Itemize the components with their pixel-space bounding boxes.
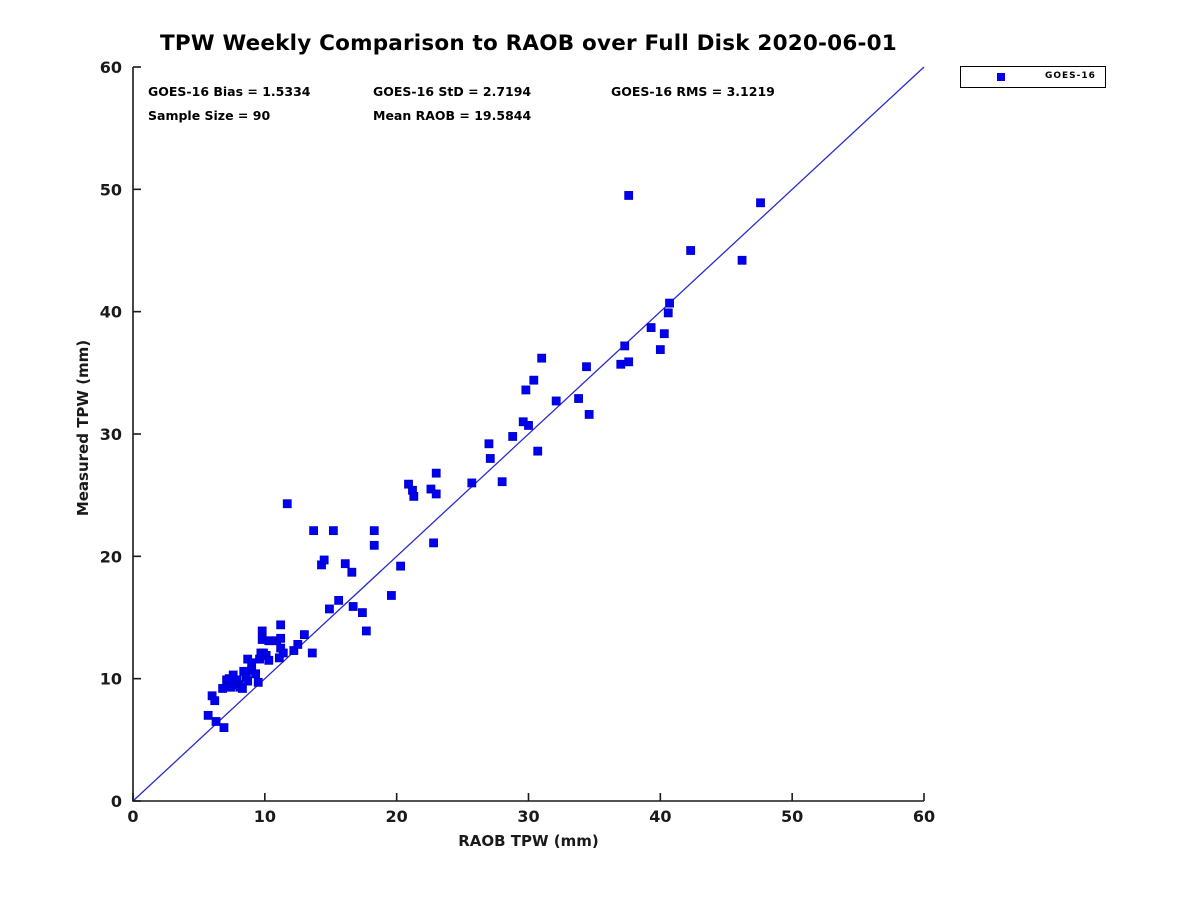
stat-sample-size: Sample Size = 90 — [148, 108, 271, 123]
scatter-point — [737, 255, 747, 265]
scatter-point — [431, 468, 441, 478]
scatter-point — [508, 432, 518, 441]
identity-line — [132, 66, 925, 802]
scatter-point — [328, 526, 338, 536]
scatter-point — [203, 710, 213, 720]
y-tick-label: 10 — [100, 670, 122, 689]
scatter-point — [253, 677, 263, 687]
scatter-point — [484, 439, 494, 449]
scatter-point — [663, 308, 673, 318]
x-tick-label: 20 — [386, 807, 408, 826]
scatter-point — [533, 446, 543, 456]
chart-title: TPW Weekly Comparison to RAOB over Full … — [160, 31, 897, 56]
scatter-point — [319, 555, 329, 565]
scatter-point — [309, 526, 319, 536]
scatter-point — [524, 421, 533, 430]
scatter-point — [369, 540, 379, 550]
scatter-point — [620, 341, 630, 351]
scatter-point — [756, 198, 765, 208]
y-tick-label: 0 — [111, 792, 122, 811]
scatter-point — [357, 608, 367, 618]
legend-marker-square-icon — [997, 73, 1005, 81]
scatter-point — [348, 602, 358, 611]
x-tick-label: 10 — [254, 807, 276, 826]
scatter-point — [624, 191, 634, 200]
legend-label: GOES-16 — [1045, 71, 1096, 81]
x-tick-label: 60 — [913, 807, 935, 826]
scatter-point — [264, 636, 274, 646]
y-axis-label: Measured TPW (mm) — [74, 339, 92, 517]
scatter-point — [426, 484, 436, 494]
scatter-point — [584, 410, 594, 419]
x-tick-label: 30 — [517, 807, 539, 826]
scatter-point — [299, 630, 309, 640]
scatter-point — [386, 591, 396, 600]
scatter-point — [325, 604, 334, 614]
scatter-point — [624, 357, 634, 367]
scatter-point — [211, 717, 221, 726]
scatter-point — [616, 359, 626, 369]
x-tick-label: 0 — [127, 807, 138, 826]
scatter-point — [243, 676, 253, 686]
y-tick-label: 60 — [100, 58, 122, 77]
scatter-point — [247, 658, 257, 668]
scatter-point — [361, 626, 371, 636]
scatter-point — [278, 648, 288, 658]
scatter-point — [307, 648, 317, 658]
scatter-point — [226, 682, 235, 692]
scatter-point — [276, 620, 286, 630]
scatter-point — [409, 491, 419, 501]
scatter-point — [646, 323, 656, 332]
stat-rms: GOES-16 RMS = 3.1219 — [611, 84, 775, 99]
stat-mean-raob: Mean RAOB = 19.5844 — [373, 108, 532, 123]
scatter-point — [521, 385, 531, 395]
scatter-point — [251, 669, 261, 679]
scatter-point — [219, 723, 229, 732]
x-tick-label: 40 — [649, 807, 671, 826]
scatter-point — [334, 595, 344, 605]
legend-box: GOES-16 — [960, 66, 1106, 88]
scatter-point — [582, 362, 591, 372]
scatter-point — [431, 489, 441, 499]
scatter-point — [369, 526, 379, 536]
scatter-point — [396, 561, 406, 571]
scatter-point — [574, 394, 583, 403]
scatter-point — [686, 246, 696, 255]
scatter-point — [347, 567, 357, 577]
scatter-point — [529, 375, 539, 385]
y-tick-label: 30 — [100, 425, 122, 444]
scatter-point — [467, 478, 477, 488]
scatter-point — [551, 396, 561, 406]
scatter-point — [659, 329, 669, 339]
x-tick-label: 50 — [781, 807, 803, 826]
scatter-point — [238, 684, 247, 693]
scatter-point — [340, 559, 350, 569]
scatter-point — [537, 353, 547, 363]
y-tick-label: 20 — [100, 547, 122, 566]
scatter-point — [429, 538, 438, 548]
scatter-point — [497, 477, 507, 487]
scatter-point — [282, 499, 292, 509]
stat-bias: GOES-16 Bias = 1.5334 — [148, 84, 311, 99]
scatter-point — [218, 684, 228, 693]
scatter-point — [655, 345, 665, 354]
scatter-point — [257, 626, 267, 636]
scatter-point — [264, 655, 274, 665]
scatter-point — [665, 298, 674, 308]
y-tick-label: 40 — [100, 303, 122, 322]
stat-std: GOES-16 StD = 2.7194 — [373, 84, 532, 99]
scatter-point — [276, 633, 286, 643]
x-axis-label: RAOB TPW (mm) — [458, 832, 599, 850]
y-tick-label: 50 — [100, 180, 122, 199]
scatter-point — [293, 640, 303, 649]
scatter-point — [210, 696, 220, 706]
scatter-point — [485, 454, 495, 463]
